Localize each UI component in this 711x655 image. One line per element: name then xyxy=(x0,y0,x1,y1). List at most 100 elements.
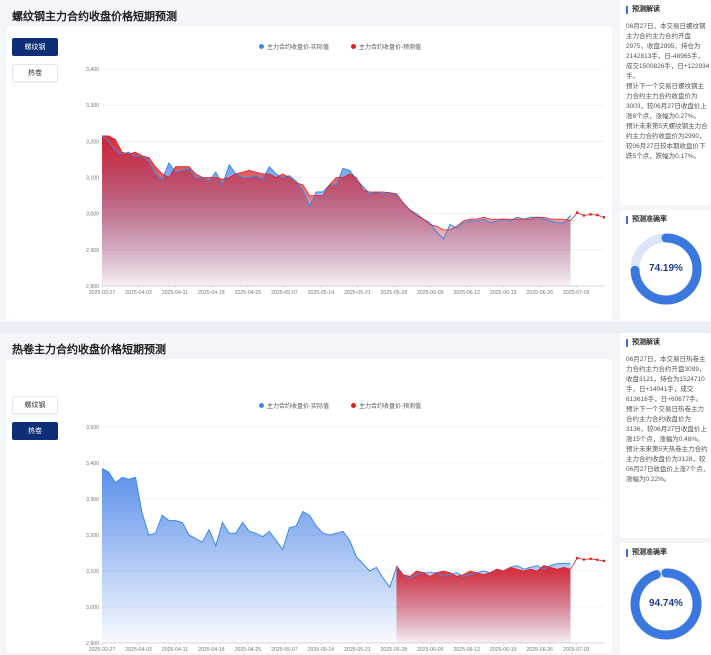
forecast-line xyxy=(396,565,571,577)
x-tick-label: 2025-07-03 xyxy=(563,290,590,296)
accuracy-ring xyxy=(630,233,702,305)
analysis-paragraph: 预计下一个交易日热卷主力合约主力合约收盘价为3136，较06月27日收盘价上涨1… xyxy=(626,406,707,443)
x-tick-label: 2025-04-11 xyxy=(162,290,188,296)
product-switch: 螺纹钢 热卷 xyxy=(6,26,68,320)
accuracy-value: 74.19% xyxy=(649,263,683,274)
panel-divider xyxy=(0,322,711,333)
legend-actual-label: 主力合约收盘价-实际值 xyxy=(267,404,329,410)
analysis-card: 预测解读 06月27日，本交易日螺纹钢主力合约主力合约开盘2975，收盘2995… xyxy=(620,0,711,205)
analysis-paragraph: 预计下一个交易日螺纹钢主力合约主力合约收盘价为3003，较06月27日收盘价上涨… xyxy=(626,83,707,120)
forecast-line xyxy=(102,135,571,231)
forecast-point xyxy=(596,213,599,217)
forecast-point xyxy=(596,558,599,562)
y-tick-label: 3,300 xyxy=(86,103,99,109)
analysis-heading: 预测解读 xyxy=(626,339,660,347)
x-tick-label: 2025-06-05 xyxy=(417,647,444,653)
forecast-future-line xyxy=(570,557,605,570)
hot-coil-button[interactable]: 热卷 xyxy=(12,64,58,82)
x-tick-label: 2025-06-05 xyxy=(417,290,444,296)
x-tick-label: 2025-05-14 xyxy=(308,290,335,296)
product-switch: 螺纹钢 热卷 xyxy=(6,359,68,653)
accuracy-heading: 预测准确率 xyxy=(626,216,667,224)
forecast-point xyxy=(589,557,592,561)
y-tick-label: 2,800 xyxy=(86,284,99,290)
y-tick-label: 3,500 xyxy=(86,425,99,431)
panel-title: 螺纹钢主力合约收盘价格短期预测 xyxy=(12,11,177,23)
analysis-paragraph: 预计未来第5天热卷主力合约主力合约收盘价为3128，较06月27日收盘价上涨7个… xyxy=(626,446,710,483)
x-tick-label: 2025-05-07 xyxy=(271,647,298,653)
chart-legend: 主力合约收盘价-实际值 主力合约收盘价-预测值 xyxy=(68,401,612,410)
price-chart: 2,800 2,900 3,000 3,100 3,200 3,300 3,400 2025-… xyxy=(68,26,612,320)
gauge-fill xyxy=(630,568,702,640)
x-tick-label: 2025-04-11 xyxy=(162,647,188,653)
x-tick-label: 2025-04-03 xyxy=(125,647,152,653)
y-tick-label: 3,400 xyxy=(86,461,99,467)
forecast-point xyxy=(575,211,579,214)
actual-line xyxy=(101,135,571,240)
legend-forecast-label: 主力合约收盘价-预测值 xyxy=(359,404,421,410)
legend-actual[interactable]: 主力合约收盘价-实际值 xyxy=(259,42,329,51)
legend-forecast-marker xyxy=(351,403,356,408)
x-tick-label: 2025-05-14 xyxy=(308,647,335,653)
hot-coil-button[interactable]: 热卷 xyxy=(12,422,58,440)
accuracy-card: 预测准确率 94.74% xyxy=(620,543,711,655)
analysis-paragraph: 06月27日，本交易日热卷主力合约主力合约开盘3099，收盘3121，持仓为15… xyxy=(626,356,706,403)
y-tick-label: 2,900 xyxy=(86,641,99,647)
x-tick-label: 2025-04-25 xyxy=(235,290,262,296)
x-tick-label: 2025-05-21 xyxy=(344,290,371,296)
legend-forecast[interactable]: 主力合约收盘价-预测值 xyxy=(351,42,421,51)
chart-card: 螺纹钢 热卷 2,800 2,900 3,000 3,100 3,200 3,300 3,4… xyxy=(6,26,612,320)
forecast-area xyxy=(396,565,571,643)
gauge-fill xyxy=(630,233,702,305)
x-tick-label: 2025-03-27 xyxy=(89,647,116,653)
rebar-button[interactable]: 螺纹钢 xyxy=(12,38,58,56)
y-tick-label: 3,100 xyxy=(86,569,99,575)
y-tick-label: 3,200 xyxy=(86,533,99,539)
panel-title: 热卷主力合约收盘价格短期预测 xyxy=(12,344,166,356)
x-tick-label: 2025-05-28 xyxy=(381,647,408,653)
legend-forecast-marker xyxy=(351,44,356,49)
x-tick-label: 2025-03-27 xyxy=(89,290,116,296)
forecast-point xyxy=(602,216,606,219)
chart-card: 螺纹钢 热卷 2,900 3,000 3,100 3,200 3,300 3,400 3,5… xyxy=(6,359,612,653)
x-tick-label: 2025-04-03 xyxy=(125,290,152,296)
x-tick-label: 2025-06-26 xyxy=(526,290,553,296)
forecast-point xyxy=(575,556,579,560)
forecast-point xyxy=(589,213,592,216)
x-tick-label: 2025-05-28 xyxy=(381,290,408,296)
y-tick-label: 3,100 xyxy=(86,176,99,182)
x-tick-label: 2025-04-18 xyxy=(198,647,225,653)
legend-actual[interactable]: 主力合约收盘价-实际值 xyxy=(259,401,329,410)
y-tick-label: 2,900 xyxy=(86,248,99,254)
y-tick-label: 3,000 xyxy=(86,605,99,611)
price-chart-svg: 2,900 3,000 3,100 3,200 3,300 3,400 3,500 2025-… xyxy=(86,425,606,653)
accuracy-ring xyxy=(630,568,702,640)
forecast-point xyxy=(602,559,606,563)
hot-coil-panel: 热卷主力合约收盘价格短期预测 螺纹钢 热卷 2,900 3,000 3,100 3,2… xyxy=(0,333,711,655)
legend-forecast[interactable]: 主力合约收盘价-预测值 xyxy=(351,401,421,410)
legend-actual-marker xyxy=(259,44,264,49)
x-tick-label: 2025-05-07 xyxy=(271,290,298,296)
x-tick-label: 2025-06-12 xyxy=(454,290,481,296)
analysis-card: 预测解读 06月27日，本交易日热卷主力合约主力合约开盘3099，收盘3121，… xyxy=(620,333,711,538)
accuracy-card: 预测准确率 74.19% xyxy=(620,210,711,320)
price-chart: 2,900 3,000 3,100 3,200 3,300 3,400 3,500 2025-… xyxy=(68,359,612,653)
x-tick-label: 2025-06-12 xyxy=(454,647,481,653)
forecast-point xyxy=(582,558,586,561)
legend-actual-marker xyxy=(259,403,264,408)
x-tick-label: 2025-06-19 xyxy=(490,290,517,296)
x-tick-label: 2025-05-21 xyxy=(344,647,371,653)
analysis-text: 06月27日，本交易日热卷主力合约主力合约开盘3099，收盘3121，持仓为15… xyxy=(626,355,710,485)
y-tick-label: 3,000 xyxy=(86,212,99,218)
analysis-heading: 预测解读 xyxy=(626,6,660,14)
legend-forecast-label: 主力合约收盘价-预测值 xyxy=(359,45,421,51)
x-tick-label: 2025-06-26 xyxy=(526,647,553,653)
rebar-panel: 螺纹钢主力合约收盘价格短期预测 螺纹钢 热卷 2,800 2,900 3,000 3,… xyxy=(0,0,711,322)
forecast-area xyxy=(102,135,571,286)
chart-legend: 主力合约收盘价-实际值 主力合约收盘价-预测值 xyxy=(68,42,612,51)
legend-actual-label: 主力合约收盘价-实际值 xyxy=(267,45,329,51)
accuracy-gauge: 94.74% xyxy=(629,567,703,641)
y-tick-label: 3,400 xyxy=(86,67,99,73)
accuracy-heading: 预测准确率 xyxy=(626,549,667,557)
rebar-button[interactable]: 螺纹钢 xyxy=(12,396,58,414)
